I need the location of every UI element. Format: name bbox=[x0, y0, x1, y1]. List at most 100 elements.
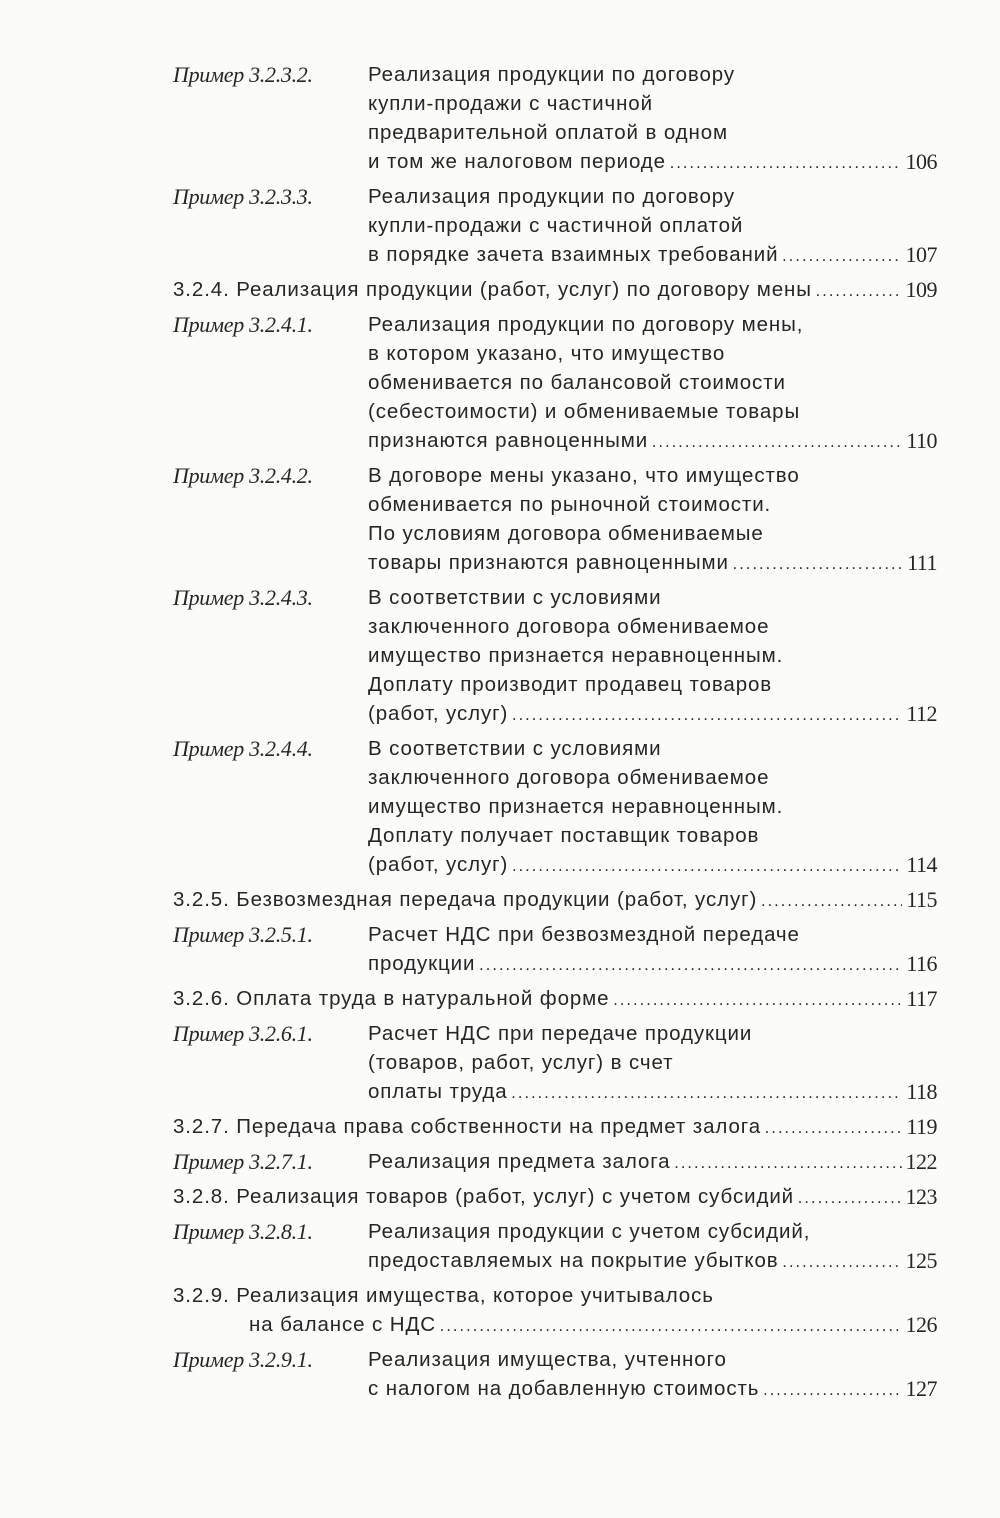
toc-section-entry: 3.2.5. Безвозмездная передача продукции … bbox=[173, 885, 937, 914]
example-label: Пример 3.2.7.1. bbox=[173, 1149, 313, 1174]
title-text: имущество признается неравноценным. bbox=[368, 644, 784, 667]
title-line: продукции 116 bbox=[368, 949, 937, 978]
title-text: Реализация имущества, учтенного bbox=[368, 1348, 727, 1371]
entry-title: Расчет НДС при безвозмездной передаче про… bbox=[368, 920, 937, 978]
toc-section-entry: 3.2.9. Реализация имущества, которое учи… bbox=[173, 1281, 937, 1339]
title-text: купли-продажи с частичной оплатой bbox=[368, 214, 744, 237]
title-line: По условиям договора обмениваемые bbox=[368, 519, 937, 548]
title-text: 3.2.7. Передача права собственности на п… bbox=[173, 1115, 761, 1138]
entry-title: В соответствии с условиями заключенного д… bbox=[368, 583, 937, 728]
title-line: имущество признается неравноценным. bbox=[368, 641, 937, 670]
example-label: Пример 3.2.3.3. bbox=[173, 184, 313, 209]
title-text: заключенного договора обмениваемое bbox=[368, 615, 770, 638]
dot-leader bbox=[763, 1379, 901, 1403]
title-line: 3.2.7. Передача права собственности на п… bbox=[173, 1112, 937, 1141]
dot-leader bbox=[782, 245, 901, 269]
title-line: оплаты труда 118 bbox=[368, 1077, 937, 1106]
page-number: 114 bbox=[906, 852, 937, 877]
entry-title: Реализация продукции по договору купли-пр… bbox=[368, 60, 937, 176]
toc-example-entry: Пример 3.2.4.2. В договоре мены указано, … bbox=[173, 461, 937, 577]
title-line: купли-продажи с частичной оплатой bbox=[368, 211, 937, 240]
title-text: обменивается по рыночной стоимости. bbox=[368, 493, 772, 516]
page-number: 111 bbox=[907, 550, 937, 575]
dot-leader bbox=[816, 280, 902, 304]
entry-title: 3.2.4. Реализация продукции (работ, услу… bbox=[173, 275, 937, 304]
title-text: на балансе с НДС bbox=[249, 1313, 436, 1336]
page-number: 126 bbox=[905, 1312, 938, 1337]
entry-title: Расчет НДС при передаче продукции (товаро… bbox=[368, 1019, 937, 1106]
toc-example-entry: Пример 3.2.4.4. В соответствии с условиям… bbox=[173, 734, 937, 879]
dot-leader bbox=[440, 1315, 902, 1339]
page-number: 119 bbox=[906, 1114, 937, 1139]
title-text: 3.2.4. Реализация продукции (работ, услу… bbox=[173, 278, 812, 301]
dot-leader bbox=[512, 855, 902, 879]
entry-title: Реализация продукции по договору мены, в … bbox=[368, 310, 937, 455]
page-number: 107 bbox=[905, 242, 938, 267]
example-label: Пример 3.2.8.1. bbox=[173, 1219, 313, 1244]
toc-example-entry: Пример 3.2.6.1. Расчет НДС при передаче п… bbox=[173, 1019, 937, 1106]
page-number: 123 bbox=[905, 1184, 938, 1209]
title-text: (работ, услуг) bbox=[368, 853, 509, 876]
title-line: имущество признается неравноценным. bbox=[368, 792, 937, 821]
title-line: предоставляемых на покрытие убытков 125 bbox=[368, 1246, 937, 1275]
entry-title: Реализация предмета залога 122 bbox=[368, 1147, 937, 1176]
title-line: 3.2.9. Реализация имущества, которое учи… bbox=[173, 1281, 937, 1310]
title-line: (работ, услуг) 114 bbox=[368, 850, 937, 879]
title-text: 3.2.6. Оплата труда в натуральной форме bbox=[173, 987, 610, 1010]
title-text: оплаты труда bbox=[368, 1080, 508, 1103]
entry-title: 3.2.8. Реализация товаров (работ, услуг)… bbox=[173, 1182, 937, 1211]
toc-section-entry: 3.2.8. Реализация товаров (работ, услуг)… bbox=[173, 1182, 937, 1211]
toc-example-entry: Пример 3.2.3.3. Реализация продукции по д… bbox=[173, 182, 937, 269]
page-number: 109 bbox=[905, 277, 938, 302]
dot-leader bbox=[512, 704, 902, 728]
title-text: (работ, услуг) bbox=[368, 702, 509, 725]
toc-example-entry: Пример 3.2.9.1. Реализация имущества, учт… bbox=[173, 1345, 937, 1403]
title-line: Реализация продукции с учетом субсидий, bbox=[368, 1217, 937, 1246]
toc-example-entry: Пример 3.2.4.3. В соответствии с условиям… bbox=[173, 583, 937, 728]
example-label: Пример 3.2.6.1. bbox=[173, 1021, 313, 1046]
title-text: в порядке зачета взаимных требований bbox=[368, 243, 779, 266]
example-label: Пример 3.2.4.4. bbox=[173, 736, 313, 761]
dot-leader bbox=[733, 553, 903, 577]
title-text: В соответствии с условиями bbox=[368, 737, 662, 760]
title-line: предварительной оплатой в одном bbox=[368, 118, 937, 147]
title-line: заключенного договора обмениваемое bbox=[368, 612, 937, 641]
title-text: имущество признается неравноценным. bbox=[368, 795, 784, 818]
title-line: (товаров, работ, услуг) в счет bbox=[368, 1048, 937, 1077]
entry-title: 3.2.9. Реализация имущества, которое учи… bbox=[173, 1281, 937, 1339]
title-text: По условиям договора обмениваемые bbox=[368, 522, 764, 545]
title-text: и том же налоговом периоде bbox=[368, 150, 666, 173]
entry-title: 3.2.5. Безвозмездная передача продукции … bbox=[173, 885, 937, 914]
title-text: продукции bbox=[368, 952, 476, 975]
dot-leader bbox=[798, 1187, 901, 1211]
page-number: 122 bbox=[905, 1149, 938, 1174]
title-line: В соответствии с условиями bbox=[368, 583, 937, 612]
entry-title: 3.2.6. Оплата труда в натуральной форме 1… bbox=[173, 984, 937, 1013]
title-text: Реализация продукции по договору bbox=[368, 63, 736, 86]
title-line: (себестоимости) и обмениваемые товары bbox=[368, 397, 937, 426]
toc-section-entry: 3.2.4. Реализация продукции (работ, услу… bbox=[173, 275, 937, 304]
title-line: Расчет НДС при передаче продукции bbox=[368, 1019, 937, 1048]
title-text: В договоре мены указано, что имущество bbox=[368, 464, 800, 487]
title-text: признаются равноценными bbox=[368, 429, 649, 452]
title-line: Доплату получает поставщик товаров bbox=[368, 821, 937, 850]
toc-example-entry: Пример 3.2.3.2. Реализация продукции по д… bbox=[173, 60, 937, 176]
dot-leader bbox=[670, 152, 902, 176]
entry-title: Реализация продукции с учетом субсидий, п… bbox=[368, 1217, 937, 1275]
title-text: В соответствии с условиями bbox=[368, 586, 662, 609]
title-line: (работ, услуг) 112 bbox=[368, 699, 937, 728]
dot-leader bbox=[761, 890, 902, 914]
dot-leader bbox=[765, 1117, 902, 1141]
entry-title: 3.2.7. Передача права собственности на п… bbox=[173, 1112, 937, 1141]
toc-section-entry: 3.2.7. Передача права собственности на п… bbox=[173, 1112, 937, 1141]
title-line: признаются равноценными 110 bbox=[368, 426, 937, 455]
toc-section-entry: 3.2.6. Оплата труда в натуральной форме 1… bbox=[173, 984, 937, 1013]
title-line: обменивается по балансовой стоимости bbox=[368, 368, 937, 397]
title-line: товары признаются равноценными 111 bbox=[368, 548, 937, 577]
example-label: Пример 3.2.9.1. bbox=[173, 1347, 313, 1372]
title-text: 3.2.9. Реализация имущества, которое учи… bbox=[173, 1284, 714, 1307]
page-number: 117 bbox=[906, 986, 937, 1011]
title-text: обменивается по балансовой стоимости bbox=[368, 371, 786, 394]
example-label: Пример 3.2.4.3. bbox=[173, 585, 313, 610]
dot-leader bbox=[674, 1152, 901, 1176]
